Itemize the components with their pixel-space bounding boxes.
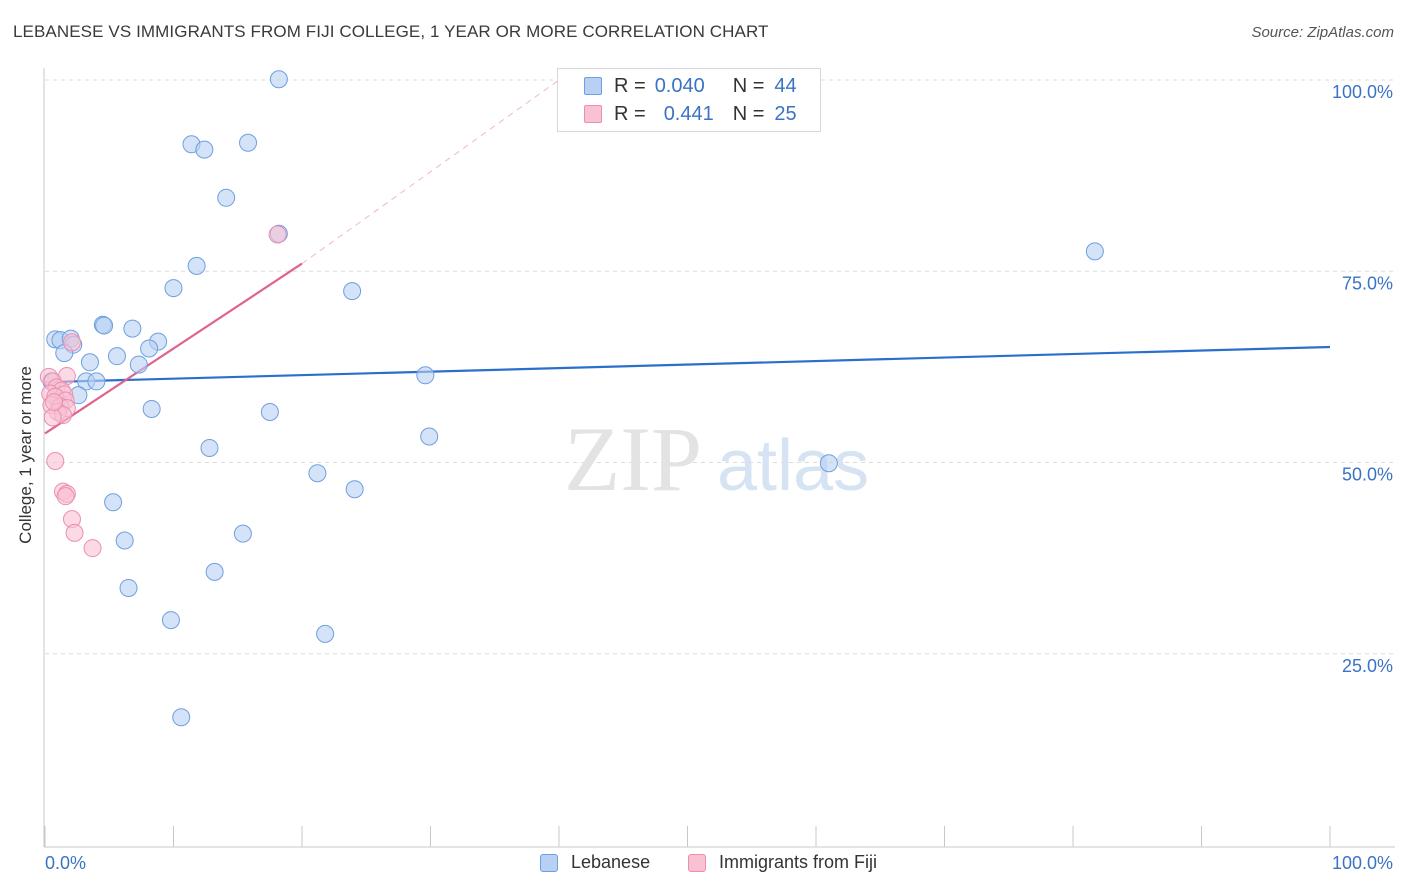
fiji-trend-extension: [301, 79, 560, 265]
legend-row-lebanese: R = 0.040 N = 44: [584, 74, 797, 98]
lebanese-point: [129, 355, 148, 374]
legend-n-value-lebanese: 44: [774, 74, 797, 97]
watermark-atlas: atlas: [717, 426, 869, 506]
y-tick-label: 75.0%: [1342, 273, 1393, 293]
lebanese-point: [316, 624, 335, 643]
legend-n-value-fiji: 25: [774, 102, 797, 125]
fiji-legend-label: Immigrants from Fiji: [719, 852, 878, 872]
lebanese-point: [80, 353, 99, 372]
lebanese-point: [142, 399, 161, 418]
x-tick-label-max: 100.0%: [1332, 853, 1393, 873]
series-legend-fiji[interactable]: Immigrants from Fiji: [688, 852, 877, 873]
watermark-zip: ZIP: [564, 408, 702, 510]
series-legend-lebanese[interactable]: Lebanese: [540, 852, 650, 873]
legend-row-fiji: R = 0.441 N = 25: [584, 102, 797, 126]
lebanese-point: [140, 339, 159, 358]
fiji-point: [268, 225, 287, 244]
fiji-point: [43, 408, 62, 427]
lebanese-point: [200, 438, 219, 457]
legend-r-label: R =: [614, 74, 646, 97]
lebanese-point: [343, 282, 362, 301]
source-label: Source: ZipAtlas.com: [1251, 24, 1394, 41]
axes: [43, 68, 1395, 848]
lebanese-point: [161, 611, 180, 630]
legend-r-value-fiji: 0.441: [663, 102, 714, 125]
lebanese-point: [87, 372, 106, 391]
legend-n-label: N =: [732, 74, 765, 97]
gridlines: [45, 79, 1395, 655]
lebanese-point: [233, 524, 252, 543]
lebanese-point: [1085, 242, 1104, 261]
lebanese-point: [172, 708, 191, 727]
lebanese-point: [95, 316, 114, 335]
fiji-swatch: [584, 105, 602, 123]
lebanese-point: [345, 480, 364, 499]
lebanese-legend-label: Lebanese: [571, 852, 651, 872]
lebanese-point: [217, 188, 236, 207]
trend-lines: [44, 79, 1331, 435]
lebanese-point: [260, 403, 279, 422]
data-points: [39, 70, 1104, 727]
fiji-point: [44, 393, 63, 412]
y-tick-label: 50.0%: [1342, 465, 1393, 485]
x-tick-label-min: 0.0%: [45, 853, 86, 873]
lebanese-point: [104, 493, 123, 512]
fiji-point: [46, 451, 65, 470]
lebanese-legend-swatch: [540, 853, 558, 872]
lebanese-point: [187, 256, 206, 275]
fiji-point: [65, 523, 84, 542]
lebanese-point: [308, 464, 327, 483]
lebanese-point: [239, 133, 258, 152]
lebanese-trend-line: [44, 345, 1331, 384]
fiji-legend-swatch: [688, 853, 706, 872]
legend-r-label: R =: [614, 102, 646, 125]
fiji-point: [83, 539, 102, 558]
lebanese-point: [195, 140, 214, 159]
legend-n-label: N =: [732, 102, 765, 125]
fiji-point: [56, 487, 75, 506]
correlation-legend: R = 0.040 N = 44 R = 0.441 N = 25: [557, 68, 821, 132]
y-tick-label: 100.0%: [1332, 82, 1393, 102]
legend-r-value-lebanese: 0.040: [654, 74, 705, 97]
lebanese-point: [164, 279, 183, 298]
chart-title: LEBANESE VS IMMIGRANTS FROM FIJI COLLEGE…: [13, 22, 769, 41]
y-tick-label: 25.0%: [1342, 656, 1393, 676]
y-axis-title: College, 1 year or more: [16, 366, 35, 544]
tick-labels: 25.0% 50.0% 75.0% 100.0% 0.0% 100.0%: [45, 82, 1393, 873]
lebanese-point: [123, 319, 142, 338]
lebanese-point: [420, 427, 439, 446]
lebanese-point: [416, 366, 435, 385]
lebanese-point: [819, 454, 838, 473]
lebanese-point: [269, 70, 288, 89]
fiji-trend-line: [44, 262, 303, 435]
lebanese-point: [205, 562, 224, 581]
lebanese-point: [107, 347, 126, 366]
lebanese-point: [119, 578, 138, 597]
lebanese-swatch: [584, 77, 602, 95]
watermark: ZIP atlas: [564, 408, 869, 510]
fiji-point: [62, 333, 81, 352]
lebanese-point: [115, 531, 134, 550]
